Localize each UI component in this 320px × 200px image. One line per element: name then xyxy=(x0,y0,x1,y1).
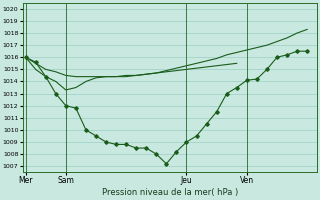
X-axis label: Pression niveau de la mer( hPa ): Pression niveau de la mer( hPa ) xyxy=(102,188,238,197)
